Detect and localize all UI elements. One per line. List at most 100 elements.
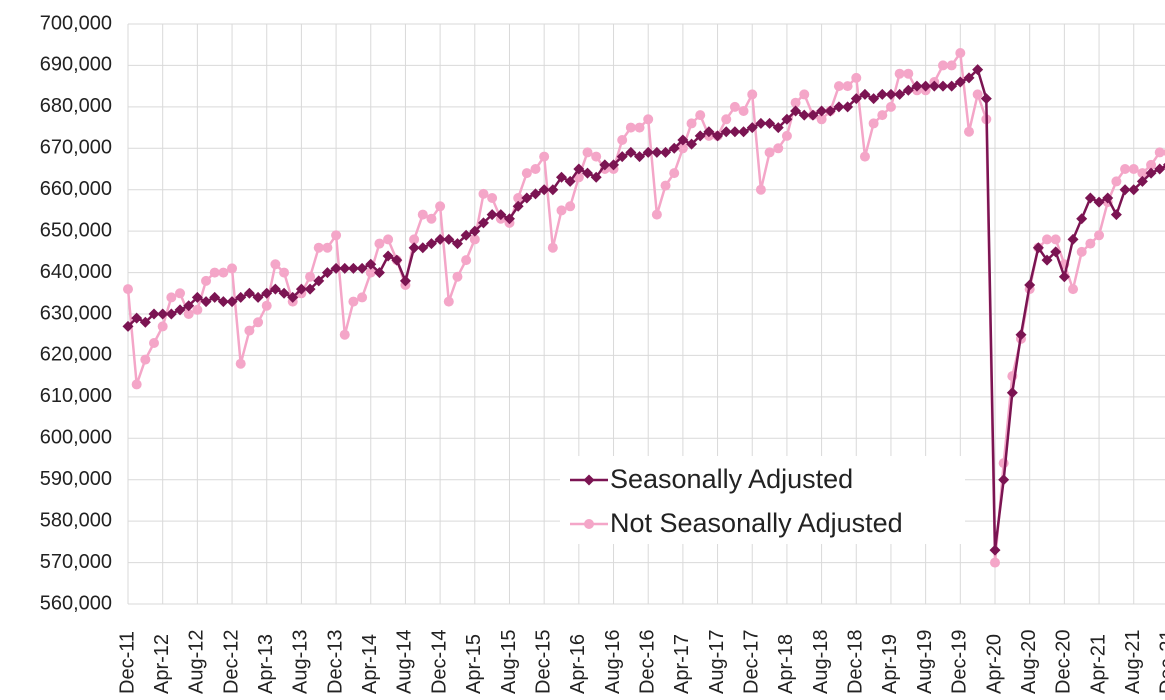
x-tick-label: Apr-12: [151, 634, 173, 694]
y-tick-label: 700,000: [40, 12, 112, 34]
marker: [885, 88, 897, 100]
marker: [1084, 192, 1096, 204]
x-tick-label: Dec-20: [1053, 630, 1075, 694]
marker: [478, 188, 489, 199]
marker: [365, 267, 376, 278]
marker: [513, 193, 524, 203]
marker: [477, 217, 489, 229]
marker: [1111, 176, 1122, 187]
marker: [1006, 387, 1018, 399]
marker: [512, 200, 524, 212]
marker: [252, 291, 264, 303]
marker: [1050, 234, 1061, 245]
marker: [1076, 213, 1088, 225]
marker: [1154, 147, 1165, 158]
x-tick-label: Dec-15: [532, 630, 554, 694]
y-tick-label: 630,000: [40, 302, 112, 324]
marker: [738, 126, 750, 138]
x-tick-label: Apr-17: [671, 634, 693, 694]
marker: [625, 122, 636, 133]
y-tick-label: 570,000: [40, 551, 112, 573]
marker: [365, 258, 377, 270]
marker: [148, 308, 160, 320]
marker: [946, 80, 958, 92]
marker: [140, 354, 151, 365]
marker: [608, 159, 620, 171]
y-tick-label: 680,000: [40, 95, 112, 117]
marker: [157, 321, 168, 332]
marker: [279, 267, 290, 278]
y-tick-label: 620,000: [40, 344, 112, 366]
marker: [235, 358, 246, 369]
marker: [1137, 168, 1148, 179]
legend-label: Seasonally Adjusted: [610, 464, 853, 494]
marker: [807, 109, 819, 121]
x-tick-label: Dec-17: [741, 630, 763, 694]
marker: [287, 291, 299, 303]
marker: [556, 171, 567, 183]
y-tick-label: 670,000: [40, 137, 112, 159]
marker: [816, 114, 827, 125]
marker: [304, 283, 316, 295]
x-tick-label: Dec-12: [220, 630, 242, 694]
x-tick-label: Apr-15: [463, 634, 485, 694]
marker: [461, 255, 472, 266]
marker: [617, 135, 628, 145]
marker: [686, 138, 698, 150]
marker: [799, 89, 810, 100]
marker: [348, 296, 359, 307]
marker: [885, 101, 896, 112]
marker: [677, 134, 689, 146]
marker: [149, 338, 160, 348]
marker: [435, 201, 446, 212]
marker: [1058, 271, 1070, 283]
marker: [989, 544, 1001, 556]
x-tick-label: Aug-16: [602, 630, 624, 695]
marker: [487, 193, 498, 203]
marker: [434, 233, 446, 245]
marker: [425, 238, 437, 250]
marker: [695, 110, 706, 121]
marker: [859, 88, 871, 100]
marker: [634, 151, 646, 163]
marker: [876, 88, 888, 100]
marker: [946, 60, 957, 71]
marker: [139, 316, 151, 328]
marker: [452, 271, 463, 282]
marker: [313, 275, 325, 287]
marker: [157, 308, 169, 320]
marker: [443, 233, 455, 245]
marker: [347, 262, 359, 274]
x-tick-label: Aug-21: [1122, 630, 1144, 695]
x-tick-label: Aug-17: [706, 630, 728, 695]
marker: [868, 118, 879, 129]
marker: [859, 151, 870, 162]
marker: [616, 151, 628, 163]
marker: [1154, 163, 1165, 175]
marker: [790, 105, 802, 117]
marker: [261, 287, 273, 299]
marker: [998, 474, 1010, 486]
y-tick-label: 690,000: [40, 54, 112, 76]
marker: [902, 84, 914, 96]
marker: [529, 188, 541, 200]
marker: [460, 229, 472, 241]
marker: [305, 271, 316, 282]
marker: [1015, 329, 1027, 341]
x-tick-label: Apr-18: [775, 634, 797, 694]
y-tick-label: 640,000: [40, 261, 112, 283]
marker: [183, 309, 194, 319]
y-tick-label: 580,000: [40, 509, 112, 531]
x-tick-label: Apr-21: [1087, 634, 1109, 694]
x-tick-label: Aug-14: [394, 630, 416, 695]
marker: [1067, 233, 1079, 245]
marker: [634, 122, 645, 133]
marker: [217, 296, 229, 308]
marker: [868, 93, 880, 105]
x-tick-label: Dec-13: [324, 630, 346, 694]
marker: [842, 81, 853, 92]
marker: [521, 192, 533, 204]
marker: [131, 312, 143, 324]
marker: [270, 259, 281, 270]
marker: [243, 287, 255, 299]
